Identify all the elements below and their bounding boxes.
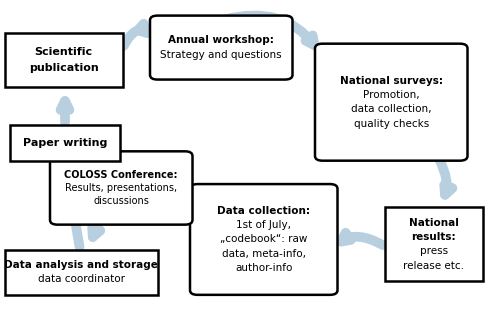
FancyBboxPatch shape <box>150 16 292 80</box>
Text: publication: publication <box>29 63 98 73</box>
Text: Results, presentations,: Results, presentations, <box>65 183 178 193</box>
Text: Data collection:: Data collection: <box>218 206 310 216</box>
Text: results:: results: <box>412 232 456 242</box>
Text: discussions: discussions <box>94 196 149 207</box>
FancyBboxPatch shape <box>50 151 193 225</box>
FancyBboxPatch shape <box>385 207 482 281</box>
FancyBboxPatch shape <box>10 125 120 161</box>
FancyBboxPatch shape <box>190 184 338 295</box>
Text: Promotion,: Promotion, <box>363 90 420 100</box>
Text: data, meta-info,: data, meta-info, <box>222 249 306 259</box>
Text: COLOSS Conference:: COLOSS Conference: <box>64 169 178 180</box>
FancyBboxPatch shape <box>5 250 158 295</box>
FancyBboxPatch shape <box>5 33 122 87</box>
Text: Scientific: Scientific <box>34 47 93 57</box>
Text: Data analysis and storage: Data analysis and storage <box>4 260 158 270</box>
Text: National surveys:: National surveys: <box>340 76 443 85</box>
Text: „codebook“: raw: „codebook“: raw <box>220 234 308 245</box>
FancyBboxPatch shape <box>315 44 468 161</box>
Text: press: press <box>420 246 448 256</box>
Text: Strategy and questions: Strategy and questions <box>160 50 282 60</box>
Text: 1st of July,: 1st of July, <box>236 220 292 230</box>
Text: release etc.: release etc. <box>403 261 464 271</box>
Text: Paper writing: Paper writing <box>23 138 107 148</box>
Text: Annual workshop:: Annual workshop: <box>168 35 274 45</box>
Text: quality checks: quality checks <box>354 119 429 129</box>
Text: data coordinator: data coordinator <box>38 275 125 285</box>
Text: author-info: author-info <box>235 263 292 273</box>
Text: data collection,: data collection, <box>351 105 432 115</box>
Text: National: National <box>409 217 459 227</box>
